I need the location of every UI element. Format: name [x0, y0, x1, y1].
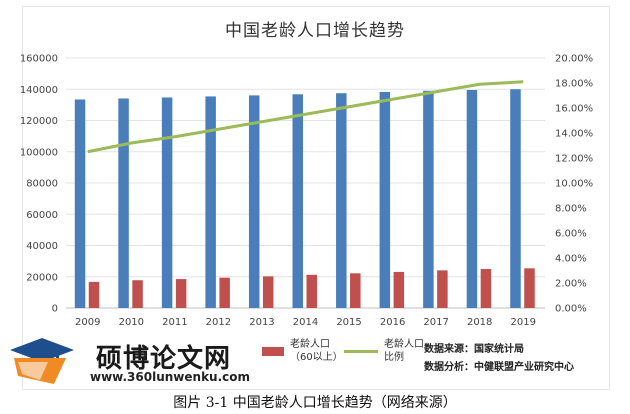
bar-total-population	[292, 94, 303, 308]
x-tick-label: 2014	[293, 317, 318, 328]
bar-total-population	[248, 95, 260, 308]
bar-total-population	[161, 97, 173, 308]
x-tick-label: 2015	[336, 317, 361, 328]
bar-elderly-population	[480, 269, 492, 308]
bar-total-population	[205, 96, 216, 309]
x-tick-label: 2016	[380, 317, 405, 328]
bar-total-population	[510, 89, 521, 308]
x-tick-label: 2011	[162, 317, 187, 328]
legend-item-ratio: 老龄人口 比例	[344, 338, 424, 364]
y-left-tick-label: 60000	[26, 210, 58, 221]
bar-elderly-population	[132, 280, 143, 308]
watermark: 硕博论文网 www.360lunwenku.com	[8, 336, 288, 388]
y-right-tick-label: 12.00%	[555, 154, 593, 165]
bar-total-population	[379, 91, 391, 308]
y-right-tick-label: 6.00%	[555, 229, 587, 240]
x-tick-label: 2009	[75, 317, 100, 328]
y-left-tick-label: 100000	[20, 147, 58, 158]
y-right-tick-label: 4.00%	[555, 254, 587, 265]
legend-label-ratio-line1: 老龄人口	[384, 339, 424, 350]
y-right-tick-label: 8.00%	[555, 204, 587, 215]
line-elderly-ratio	[87, 80, 524, 154]
bar-elderly-population	[175, 279, 187, 308]
bar-elderly-population	[306, 274, 317, 308]
watermark-url: www.360lunwenku.com	[90, 370, 251, 384]
bar-elderly-population	[524, 268, 535, 308]
y-right-tick-label: 0.00%	[555, 304, 587, 315]
legend-swatch-red	[262, 346, 284, 356]
legend-label-elderly-line2: （60以上）	[290, 352, 343, 363]
y-left-tick-label: 20000	[26, 272, 58, 283]
y-left-tick-label: 120000	[20, 116, 58, 127]
x-tick-label: 2018	[467, 317, 492, 328]
y-left-tick-label: 160000	[20, 54, 58, 65]
bar-total-population	[336, 93, 347, 308]
bar-elderly-population	[88, 281, 100, 308]
x-tick-label: 2012	[206, 317, 231, 328]
bar-total-population	[466, 89, 478, 308]
bar-elderly-population	[437, 270, 448, 308]
legend-swatch-green	[344, 349, 378, 353]
y-right-tick-label: 20.00%	[555, 54, 593, 65]
x-tick-label: 2019	[511, 317, 536, 328]
y-right-tick-label: 16.00%	[555, 104, 593, 115]
bar-elderly-population	[393, 271, 405, 308]
bar-total-population	[118, 98, 129, 308]
y-right-tick-label: 18.00%	[555, 79, 593, 90]
bar-total-population	[423, 90, 434, 308]
legend-label-ratio: 老龄人口 比例	[384, 338, 424, 364]
legend-label-elderly-line1: 老龄人口	[290, 339, 330, 350]
bar-elderly-population	[262, 276, 274, 308]
y-right-tick-label: 10.00%	[555, 179, 593, 190]
data-source-line: 数据来源：国家统计局	[424, 344, 524, 355]
y-left-tick-label: 40000	[26, 241, 58, 252]
x-tick-label: 2010	[119, 317, 144, 328]
graduation-cap-icon	[10, 338, 74, 384]
legend-item-elderly: 老龄人口 （60以上）	[262, 338, 343, 364]
watermark-name: 硕博论文网	[96, 344, 232, 374]
legend-label-elderly: 老龄人口 （60以上）	[290, 338, 343, 364]
y-left-tick-label: 0	[52, 304, 58, 315]
bar-total-population	[74, 99, 86, 308]
y-left-tick-label: 80000	[26, 179, 58, 190]
legend-label-ratio-line2: 比例	[384, 352, 404, 363]
x-tick-label: 2013	[249, 317, 274, 328]
x-tick-label: 2017	[423, 317, 448, 328]
y-left-tick-label: 140000	[20, 85, 58, 96]
data-analysis-line: 数据分析：中健联盟产业研究中心	[424, 362, 574, 373]
bar-elderly-population	[350, 273, 361, 308]
bar-elderly-population	[219, 277, 230, 308]
chart-title: 中国老龄人口增长趋势	[225, 21, 405, 41]
data-source-note: 数据来源：国家统计局 数据分析：中健联盟产业研究中心	[424, 341, 574, 377]
y-right-tick-label: 2.00%	[555, 279, 587, 290]
figure-caption: 图片 3-1 中国老龄人口增长趋势（网络来源）	[173, 395, 457, 411]
y-right-tick-label: 14.00%	[555, 129, 593, 140]
